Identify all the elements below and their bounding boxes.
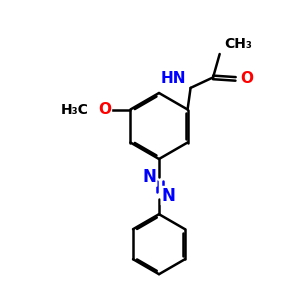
- Text: O: O: [98, 102, 111, 117]
- Text: H₃C: H₃C: [61, 103, 88, 116]
- Text: N: N: [161, 187, 175, 205]
- Text: N: N: [143, 168, 157, 186]
- Text: O: O: [240, 71, 253, 86]
- Text: CH₃: CH₃: [224, 37, 252, 51]
- Text: HN: HN: [160, 71, 186, 86]
